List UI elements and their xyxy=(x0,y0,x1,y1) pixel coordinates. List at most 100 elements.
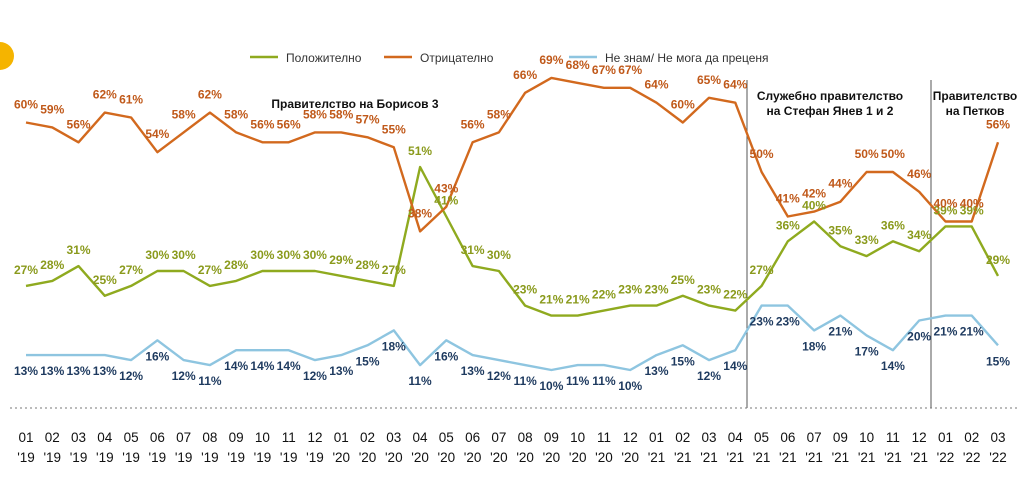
data-label: 28% xyxy=(355,258,379,272)
data-label: 27% xyxy=(198,263,222,277)
data-label: 64% xyxy=(644,78,668,92)
x-tick-month: 10 xyxy=(570,430,585,445)
data-label: 30% xyxy=(172,248,196,262)
x-tick-month: 03 xyxy=(71,430,86,445)
data-label: 13% xyxy=(67,364,91,378)
x-tick-year: '20 xyxy=(385,450,403,465)
data-label: 57% xyxy=(355,112,379,126)
data-label: 36% xyxy=(881,218,905,232)
x-tick-year: '19 xyxy=(17,450,35,465)
data-label: 58% xyxy=(329,107,353,121)
data-label: 21% xyxy=(933,325,957,339)
data-label: 54% xyxy=(145,127,169,141)
x-tick-year: '19 xyxy=(70,450,88,465)
x-tick-month: 09 xyxy=(544,430,559,445)
data-label: 11% xyxy=(592,374,616,388)
data-label: 69% xyxy=(539,53,563,67)
data-label: 14% xyxy=(881,359,905,373)
data-label: 13% xyxy=(93,364,117,378)
x-tick-month: 02 xyxy=(45,430,60,445)
chart-legend: Положително Отрицателно Не знам/ Не мога д… xyxy=(250,51,769,65)
data-label: 30% xyxy=(303,248,327,262)
data-label: 34% xyxy=(907,228,931,242)
data-label: 20% xyxy=(907,330,931,344)
x-tick-year: '19 xyxy=(306,450,324,465)
data-label: 46% xyxy=(907,167,931,181)
data-label: 14% xyxy=(723,359,747,373)
data-label: 30% xyxy=(487,248,511,262)
x-tick-month: 05 xyxy=(439,430,454,445)
data-label: 12% xyxy=(697,369,721,383)
x-tick-month: 12 xyxy=(307,430,322,445)
series-line xyxy=(25,165,1000,317)
data-label: 11% xyxy=(408,374,432,388)
data-label: 40% xyxy=(802,199,826,213)
x-tick-month: 10 xyxy=(859,430,874,445)
data-label: 41% xyxy=(434,194,458,208)
period-label: на Стефан Янев 1 и 2 xyxy=(767,104,894,118)
x-tick-month: 02 xyxy=(360,430,375,445)
data-label: 13% xyxy=(461,364,485,378)
x-tick-month: 06 xyxy=(465,430,480,445)
x-tick-year: '19 xyxy=(175,450,193,465)
data-label: 28% xyxy=(224,258,248,272)
x-tick-year: '21 xyxy=(648,450,666,465)
x-tick-month: 03 xyxy=(386,430,401,445)
data-label: 23% xyxy=(513,283,537,297)
x-tick-year: '21 xyxy=(858,450,876,465)
data-label: 11% xyxy=(513,374,537,388)
x-tick-year: '22 xyxy=(937,450,955,465)
data-label: 23% xyxy=(776,315,800,329)
data-label: 60% xyxy=(671,98,695,112)
data-label: 68% xyxy=(566,58,590,72)
x-tick-year: '22 xyxy=(989,450,1007,465)
data-label: 25% xyxy=(93,273,117,287)
x-tick-month: 11 xyxy=(886,430,900,445)
data-label: 42% xyxy=(802,187,826,201)
data-label: 15% xyxy=(986,354,1010,368)
x-tick-year: '22 xyxy=(963,450,981,465)
data-label: 21% xyxy=(828,325,852,339)
x-tick-month: 01 xyxy=(649,430,664,445)
data-label: 62% xyxy=(93,88,117,102)
period-label: Правителство xyxy=(933,89,1018,103)
data-label: 58% xyxy=(224,107,248,121)
data-label: 14% xyxy=(224,359,248,373)
data-label: 39% xyxy=(960,203,984,217)
x-tick-year: '21 xyxy=(884,450,902,465)
data-label: 58% xyxy=(303,107,327,121)
x-tick-month: 08 xyxy=(202,430,217,445)
data-label: 21% xyxy=(539,293,563,307)
period-labels: Правителство на Борисов 3 Служебно правит… xyxy=(271,89,1017,118)
x-tick-year: '21 xyxy=(753,450,771,465)
data-label: 16% xyxy=(434,349,458,363)
data-label: 12% xyxy=(303,369,327,383)
data-label: 51% xyxy=(408,144,432,158)
x-tick-year: '19 xyxy=(43,450,61,465)
x-tick-year: '20 xyxy=(621,450,639,465)
data-label: 30% xyxy=(250,248,274,262)
data-label: 27% xyxy=(119,263,143,277)
x-tick-year: '20 xyxy=(411,450,429,465)
x-tick-year: '19 xyxy=(254,450,272,465)
x-tick-month: 04 xyxy=(413,430,429,445)
data-label: 36% xyxy=(776,218,800,232)
data-label: 60% xyxy=(14,98,38,112)
series-lines xyxy=(25,76,1000,372)
x-tick-month: 01 xyxy=(334,430,349,445)
data-label: 25% xyxy=(671,273,695,287)
x-tick-year: '20 xyxy=(359,450,377,465)
data-label: 50% xyxy=(881,147,905,161)
data-label: 67% xyxy=(618,63,642,77)
data-label: 44% xyxy=(828,177,852,191)
x-tick-year: '21 xyxy=(910,450,928,465)
x-tick-month: 06 xyxy=(150,430,165,445)
x-tick-year: '19 xyxy=(149,450,167,465)
series-line xyxy=(26,304,999,372)
data-label: 67% xyxy=(592,63,616,77)
data-label: 30% xyxy=(145,248,169,262)
data-label: 21% xyxy=(566,293,590,307)
data-label: 18% xyxy=(382,339,406,353)
x-tick-month: 12 xyxy=(912,430,927,445)
period-label: Служебно правителство xyxy=(757,89,903,103)
